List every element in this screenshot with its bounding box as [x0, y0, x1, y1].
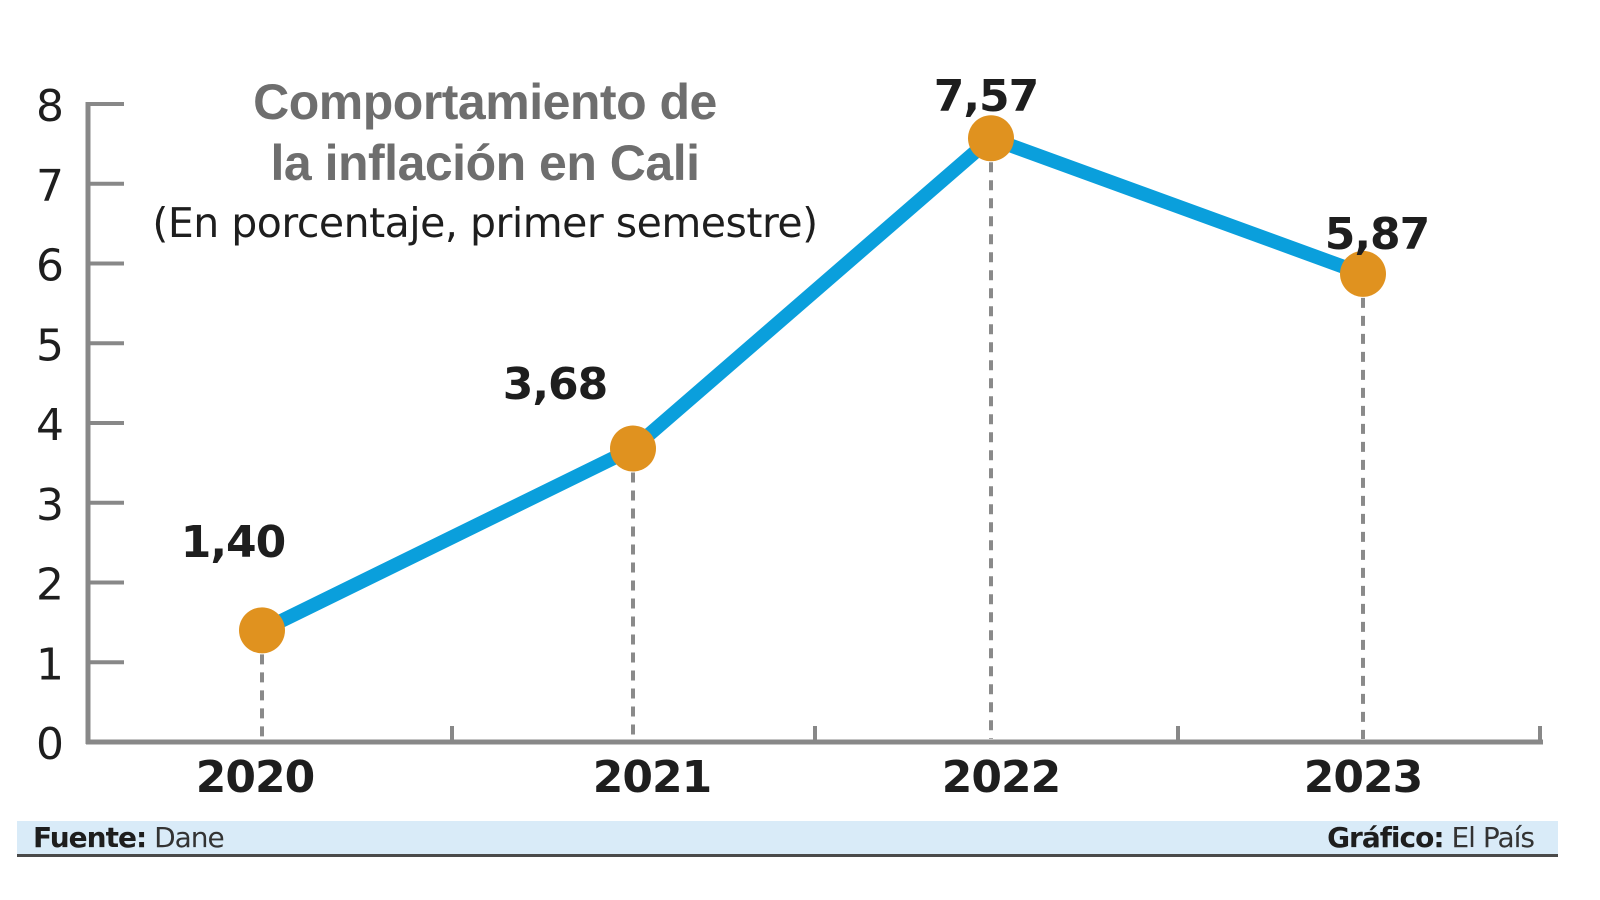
data-point [239, 607, 285, 654]
value-label: 3,68 [503, 359, 608, 410]
source-label: Fuente: [33, 821, 147, 854]
inflation-line [258, 131, 1366, 637]
x-tick-label: 2022 [942, 752, 1060, 803]
y-tick-label: 6 [36, 241, 64, 292]
y-tick-label: 1 [36, 639, 64, 690]
value-label: 7,57 [934, 71, 1039, 122]
value-label: 5,87 [1325, 209, 1430, 260]
data-point [968, 115, 1014, 162]
x-tick-label: 2020 [196, 752, 314, 803]
data-markers [239, 115, 1386, 654]
y-tick-label: 8 [36, 81, 64, 132]
source-credit: Fuente: Dane [33, 821, 225, 854]
y-tick-label: 0 [36, 719, 64, 770]
chart-subtitle: (En porcentaje, primer semestre) [152, 199, 818, 247]
y-tick-label: 2 [36, 560, 64, 611]
data-point [1340, 250, 1386, 297]
graphic-credit: Gráfico: El País [1327, 821, 1535, 854]
y-axis: 0 1 2 3 4 5 6 7 8 [36, 81, 124, 770]
y-tick-label: 7 [36, 161, 64, 212]
value-label: 1,40 [181, 517, 286, 568]
chart-title-line-1: Comportamiento de [253, 74, 717, 130]
series-line [258, 131, 1366, 637]
source-value: Dane [154, 821, 225, 854]
x-tick-labels: 2020 2021 2022 2023 [196, 752, 1423, 803]
chart-title-line-2: la inflación en Cali [270, 135, 701, 191]
chart-title: Comportamiento de la inflación en Cali [140, 72, 830, 194]
value-labels: 1,40 3,68 7,57 5,87 [181, 71, 1431, 568]
credit-label: Gráfico: [1327, 821, 1444, 854]
x-tick-label: 2021 [593, 752, 711, 803]
credit-value: El País [1451, 821, 1535, 854]
data-point [610, 425, 656, 472]
y-tick-label: 3 [36, 480, 64, 531]
x-tick-label: 2023 [1304, 752, 1422, 803]
drop-lines [260, 162, 1365, 739]
footer-band: Fuente: Dane Gráfico: El País [17, 821, 1558, 857]
y-tick-label: 5 [36, 320, 64, 371]
y-tick-label: 4 [36, 400, 64, 451]
x-axis [86, 726, 1543, 745]
